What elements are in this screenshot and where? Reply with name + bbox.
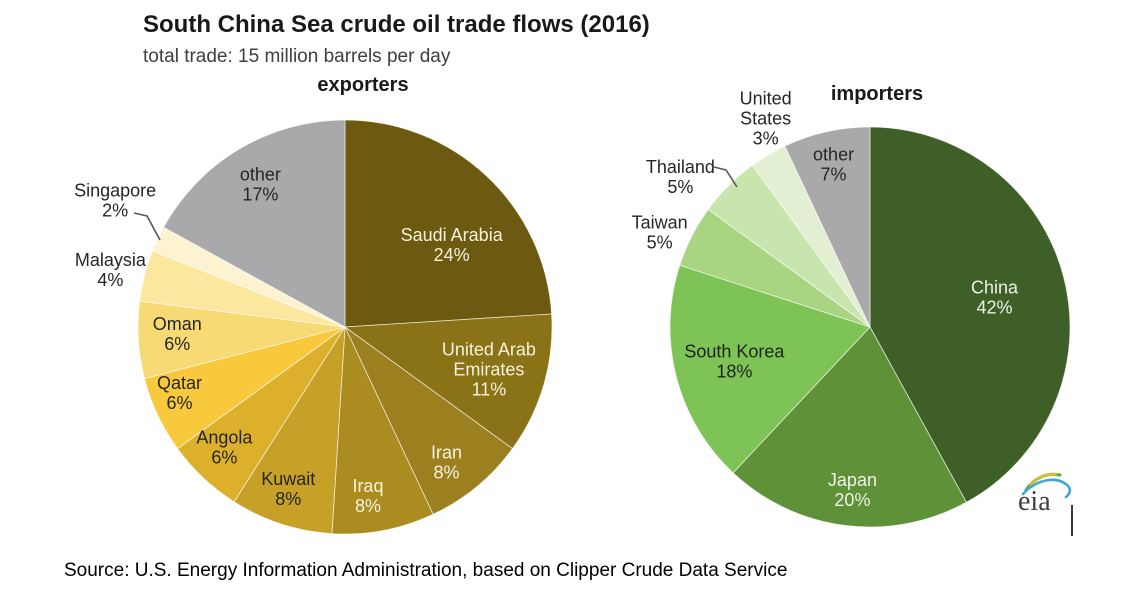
eia-logo-text: eia (1018, 486, 1051, 517)
pie-slice-label-kuwait: Kuwait 8% (261, 469, 315, 509)
logo-divider-bar (1071, 505, 1073, 536)
leader-line-thailand (713, 166, 738, 188)
leader-line-singapore (133, 212, 161, 241)
pie-slice-label-united-arab-emirates: United Arab Emirates 11% (442, 339, 536, 399)
pie-slice-label-iran: Iran 8% (431, 442, 462, 482)
pie-slice-label-thailand: Thailand 5% (646, 157, 715, 197)
pie-slice-china (869, 126, 1071, 503)
pie-slice-label-other: other 7% (813, 145, 854, 185)
pie-slice-label-taiwan: Taiwan 5% (632, 213, 688, 253)
eia-logo: eia (1012, 468, 1096, 552)
pie-slice-other (163, 119, 346, 328)
pie-slice-label-united-states: United States 3% (740, 89, 792, 149)
pie-slice-label-iraq: Iraq 8% (352, 476, 383, 516)
pie-slice-label-qatar: Qatar 6% (157, 373, 202, 413)
chart-title: South China Sea crude oil trade flows (2… (143, 11, 650, 38)
pie-slice-saudi-arabia (344, 119, 553, 328)
exporters-heading: exporters (317, 74, 409, 96)
pie-slice-iraq (331, 326, 434, 535)
pie-slice-label-other: other 17% (240, 164, 281, 204)
pie-slice-label-singapore: Singapore 2% (74, 181, 156, 221)
pie-slice-kuwait (233, 326, 346, 535)
pie-slice-iran (344, 326, 514, 515)
importers-heading: importers (830, 83, 924, 105)
pie-importers: China 42% Japan 20% South Korea 18% Taiwan 5% Th… (632, 89, 1071, 528)
pie-slice-united-arab-emirates (343, 313, 553, 450)
source-note: Source: U.S. Energy Information Administ… (64, 560, 788, 581)
pie-slice-label-saudi-arabia: Saudi Arabia 24% (401, 225, 504, 265)
pie-exporters: Saudi Arabia 24% United Arab Emirates 11% Ira… (74, 119, 553, 535)
pie-slice-label-oman: Oman 6% (153, 314, 202, 354)
pie-slice-label-japan: Japan 20% (828, 470, 877, 510)
pie-slice-label-malaysia: Malaysia 4% (75, 250, 147, 290)
eia-logo-swoosh-icon (1021, 472, 1072, 499)
pie-slice-south-korea (669, 264, 871, 474)
pie-slice-label-south-korea: South Korea 18% (684, 341, 785, 381)
pie-slice-label-angola: Angola 6% (196, 428, 253, 468)
pie-slice-japan (732, 326, 967, 528)
pie-slice-label-china: China 42% (971, 278, 1019, 318)
pie-slice-other (784, 126, 871, 328)
chart-subtitle: total trade: 15 million barrels per day (143, 46, 451, 67)
